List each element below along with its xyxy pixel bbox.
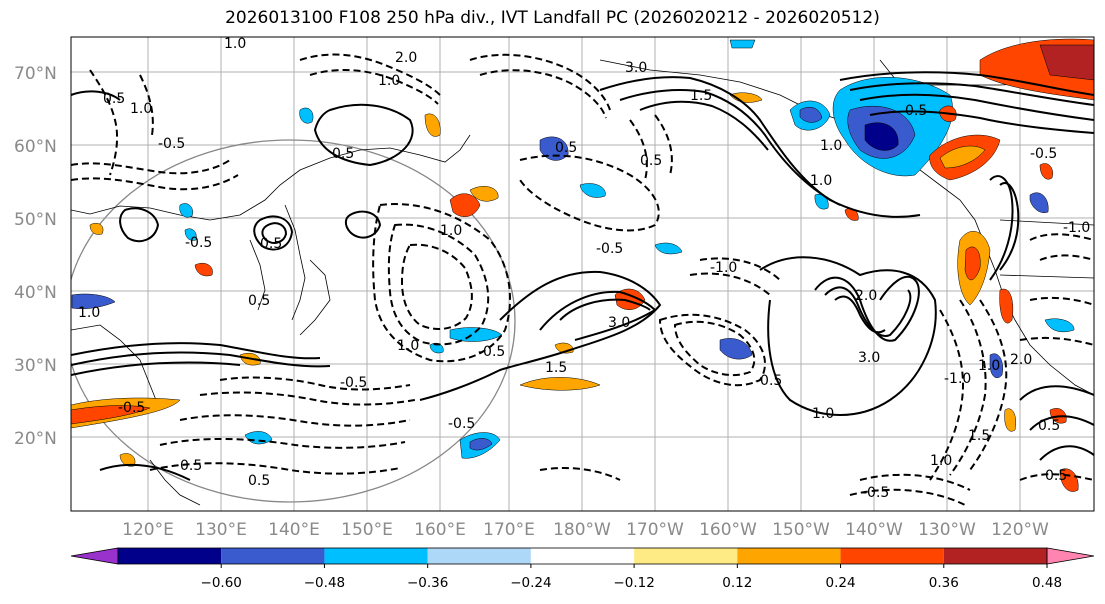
contour-label: 1.0 — [440, 223, 462, 239]
lat-label: 20°N — [14, 429, 57, 449]
range-circle — [71, 139, 516, 503]
contour-label: 2.0 — [1010, 352, 1032, 368]
lon-label: 180°W — [553, 520, 611, 540]
contour-label: 0.5 — [260, 236, 282, 252]
lon-label: 150°W — [772, 520, 830, 540]
contour-label: 1.0 — [810, 173, 832, 189]
colorbar-frame — [117, 547, 1048, 565]
lon-label: 120°E — [122, 520, 174, 540]
contour-label: 0.5 — [248, 293, 270, 309]
lon-label: 140°E — [268, 520, 320, 540]
colorbar-segment — [634, 548, 738, 564]
lon-label: 160°W — [699, 520, 757, 540]
lon-label: 130°E — [195, 520, 247, 540]
contour-label: -0.5 — [755, 373, 782, 389]
colorbar-tick-label: −0.36 — [407, 575, 448, 591]
colorbar-tick-label: 0.48 — [1032, 575, 1062, 591]
colorbar-tick-label: −0.12 — [613, 575, 654, 591]
contour-label: 0.5 — [905, 103, 927, 119]
colorbar-segment — [324, 548, 428, 564]
contour-label: 1.0 — [224, 36, 246, 52]
colorbar-extend-high — [1046, 547, 1095, 565]
coastlines — [71, 59, 1094, 506]
colorbar-segment — [427, 548, 531, 564]
map-plot-area: 1.0 2.0 1.0 1.5 3.0 0.5 1.0 0.5 0.5 -0.5… — [71, 36, 1094, 511]
contour-label: -0.5 — [185, 235, 212, 251]
contour-label: -1.0 — [1063, 220, 1090, 236]
colorbar: −0.60 −0.48 −0.36 −0.24 −0.12 0.12 0.24 0.36 0.4… — [70, 547, 1095, 591]
contour-label: 1.0 — [812, 406, 834, 422]
latitude-labels: 70°N 60°N 50°N 40°N 30°N 20°N — [14, 64, 57, 449]
colorbar-tick-label: −0.48 — [304, 575, 345, 591]
contour-label: 0.5 — [180, 458, 202, 474]
contour-label: -0.5 — [448, 416, 475, 432]
colorbar-segment — [221, 548, 325, 564]
contour-label: 0.5 — [1045, 468, 1067, 484]
contour-label: 1.0 — [820, 138, 842, 154]
plot-frame — [70, 36, 1095, 512]
contour-label: 1.0 — [130, 101, 152, 117]
colorbar-tick-label: −0.24 — [510, 575, 551, 591]
contour-label: 0.5 — [555, 140, 577, 156]
lat-label: 30°N — [14, 356, 57, 376]
colorbar-tick-label: 0.12 — [722, 575, 752, 591]
contour-label: 0.5 — [332, 146, 354, 162]
contour-label: 0.5 — [1038, 418, 1060, 434]
contour-label: -1.0 — [710, 260, 737, 276]
contour-label: 0.5 — [248, 473, 270, 489]
contour-label: 1.0 — [930, 453, 952, 469]
colorbar-tick-label: 0.24 — [826, 575, 856, 591]
contour-label: 1.0 — [397, 338, 419, 354]
contour-label: 1.0 — [978, 358, 1000, 374]
contour-label: -0.5 — [1030, 146, 1057, 162]
contour-label: 1.0 — [78, 305, 100, 321]
colorbar-segment — [943, 548, 1047, 564]
lon-label: 150°E — [341, 520, 393, 540]
map-title: 2026013100 F108 250 hPa div., IVT Landfa… — [225, 8, 880, 28]
lon-label: 120°W — [991, 520, 1049, 540]
contour-label: -0.5 — [118, 400, 145, 416]
contour-label: 3.0 — [608, 315, 630, 331]
contour-label: 1.5 — [545, 360, 567, 376]
contour-label: -1.0 — [944, 371, 971, 387]
lon-label: 130°W — [918, 520, 976, 540]
longitude-labels: 120°E 130°E 140°E 150°E 160°E 170°E 180°… — [122, 520, 1049, 540]
contour-label: 3.0 — [625, 60, 647, 76]
colorbar-segment — [118, 548, 222, 564]
contour-label: 2.0 — [855, 288, 877, 304]
lon-label: 160°E — [414, 520, 466, 540]
contour-label: -0.5 — [596, 241, 623, 257]
contour-label: 1.5 — [968, 428, 990, 444]
lat-label: 70°N — [14, 64, 57, 84]
lon-label: 170°E — [483, 520, 535, 540]
colorbar-segment — [737, 548, 841, 564]
contour-label: -0.5 — [478, 344, 505, 360]
lat-label: 50°N — [14, 210, 57, 230]
contours-positive — [71, 71, 1094, 481]
lon-label: 170°W — [626, 520, 684, 540]
lon-label: 140°W — [845, 520, 903, 540]
lat-label: 60°N — [14, 137, 57, 157]
colorbar-tick-label: 0.36 — [929, 575, 959, 591]
contour-label: 1.5 — [690, 88, 712, 104]
contour-label: 0.5 — [640, 153, 662, 169]
colorbar-extend-low — [70, 547, 119, 565]
contour-label: -0.5 — [862, 485, 889, 501]
contour-labels: 1.0 2.0 1.0 1.5 3.0 0.5 1.0 0.5 0.5 -0.5… — [78, 36, 1090, 501]
contour-label: 1.0 — [378, 73, 400, 89]
colorbar-segment — [840, 548, 944, 564]
contour-label: 3.0 — [858, 350, 880, 366]
contours-negative — [71, 53, 1094, 506]
colorbar-tick-label: −0.60 — [201, 575, 242, 591]
contour-label: 0.5 — [103, 91, 125, 107]
lat-label: 40°N — [14, 283, 57, 303]
contour-label: -0.5 — [340, 375, 367, 391]
divergence-fills — [71, 38, 1094, 492]
colorbar-segment — [530, 548, 635, 564]
contour-label: 2.0 — [395, 50, 417, 66]
contour-label: -0.5 — [158, 136, 185, 152]
